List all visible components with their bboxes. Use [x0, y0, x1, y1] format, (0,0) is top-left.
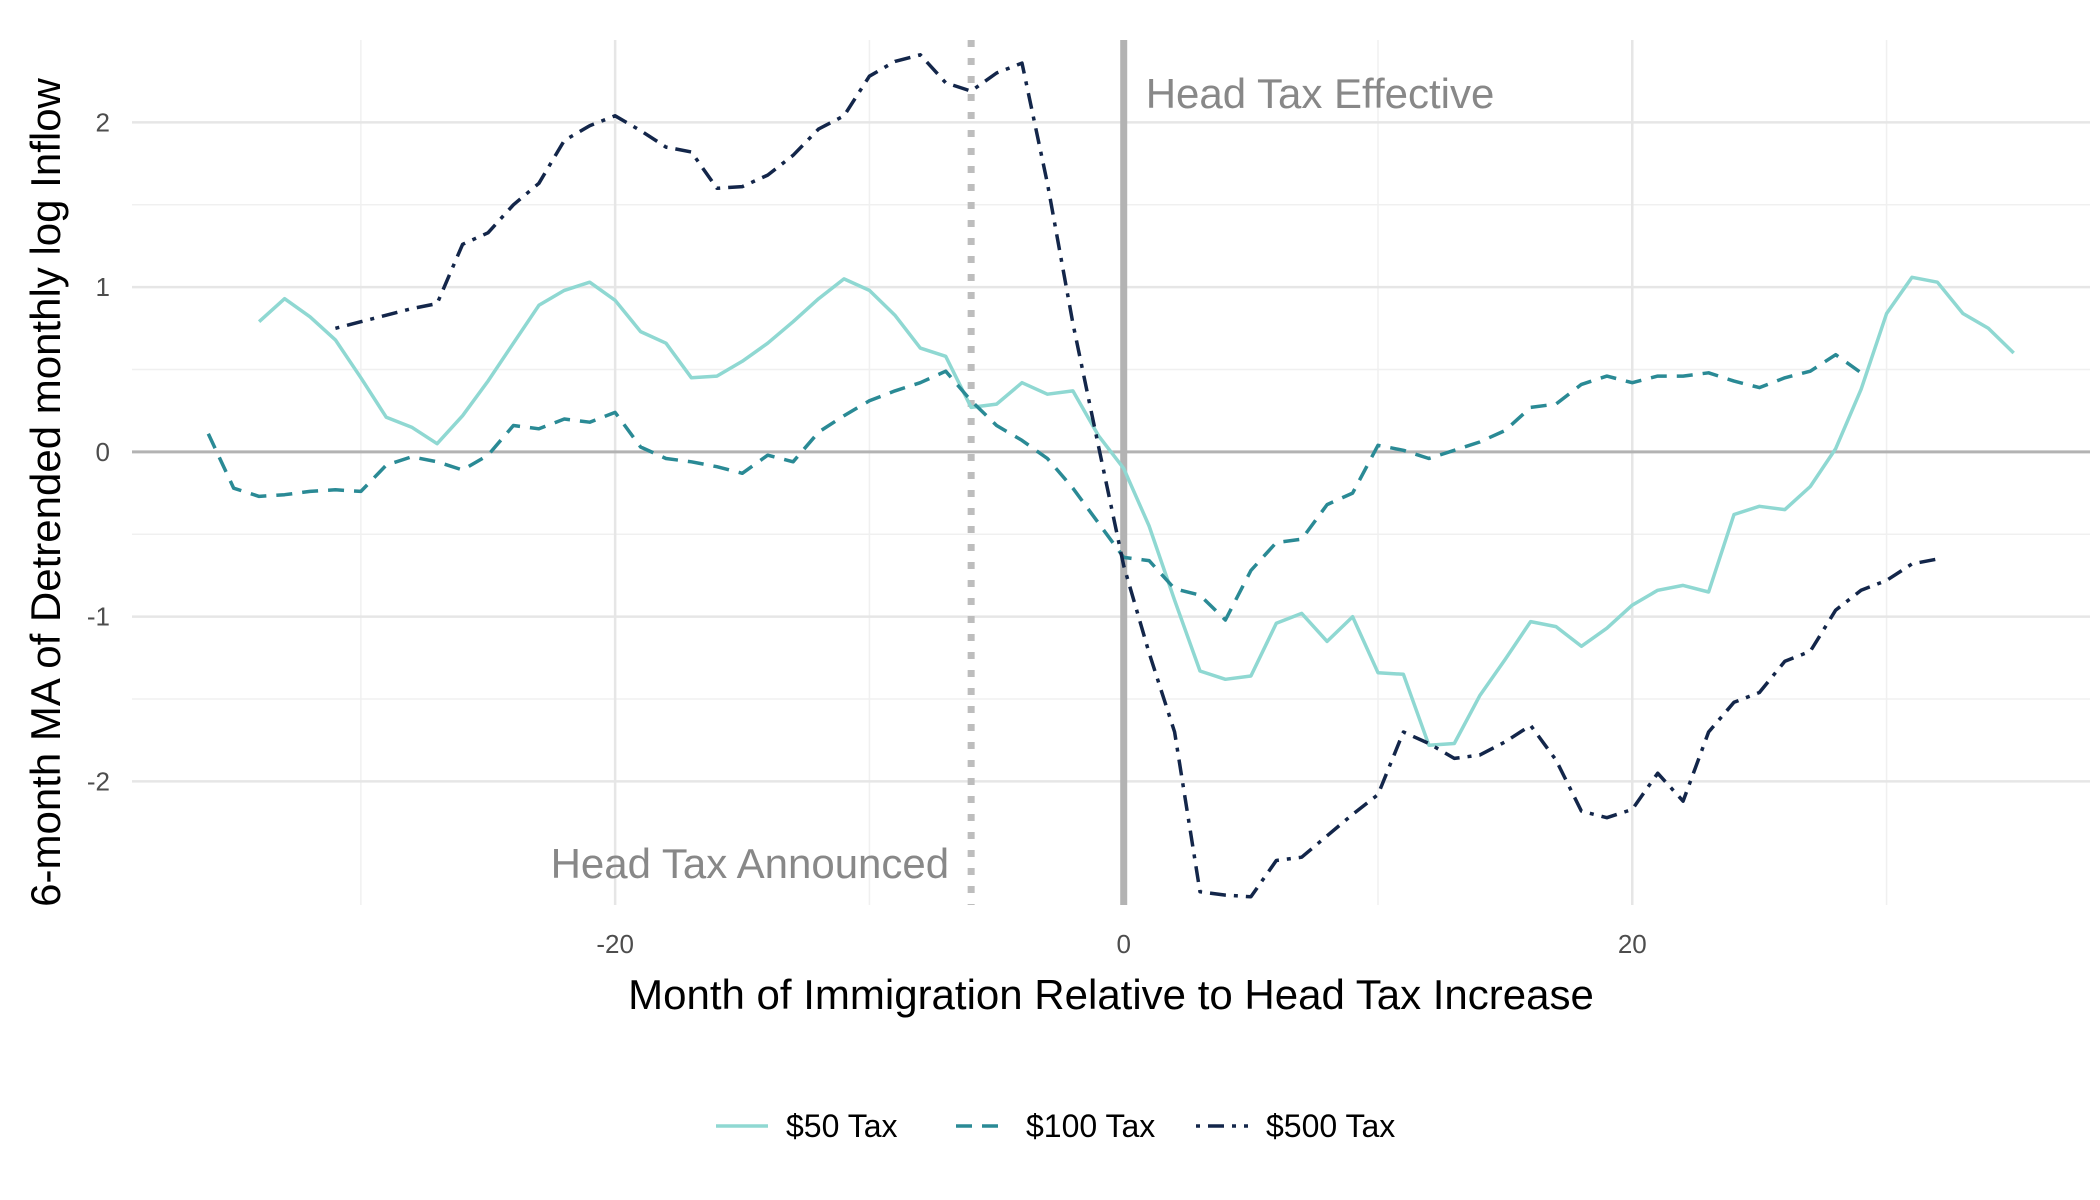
legend-item-1: $100 Tax: [956, 1108, 1155, 1144]
series-lines: [206, 53, 2015, 899]
series-line-1: [206, 352, 1863, 622]
x-axis-title: Month of Immigration Relative to Head Ta…: [628, 971, 1594, 1018]
legend-label-1: $100 Tax: [1026, 1108, 1155, 1144]
y-axis-title: 6-month MA of Detrended monthly log Infl…: [22, 77, 69, 906]
y-tick-label: 0: [96, 437, 110, 467]
x-tick-label: -20: [596, 929, 634, 959]
legend-item-0: $50 Tax: [716, 1108, 898, 1144]
legend-label-2: $500 Tax: [1266, 1108, 1395, 1144]
y-tick-label: 1: [96, 272, 110, 302]
x-tick-label: 0: [1116, 929, 1130, 959]
annotation-head-tax-effective: Head Tax Effective: [1146, 70, 1495, 117]
legend: $50 Tax $100 Tax $500 Tax: [716, 1108, 1395, 1144]
legend-item-2: $500 Tax: [1196, 1108, 1395, 1144]
tick-labels: -20 0 20 -2 -1 0 1 2: [87, 107, 1647, 959]
y-tick-label: -2: [87, 766, 110, 796]
y-tick-label: -1: [87, 602, 110, 632]
y-tick-label: 2: [96, 107, 110, 137]
grid-lines: [132, 40, 2090, 905]
reference-lines: [132, 40, 2090, 905]
series-line-0: [257, 275, 2015, 747]
legend-label-0: $50 Tax: [786, 1108, 898, 1144]
series-line-2: [334, 53, 1938, 899]
x-tick-label: 20: [1618, 929, 1647, 959]
annotation-head-tax-announced: Head Tax Announced: [551, 840, 950, 887]
